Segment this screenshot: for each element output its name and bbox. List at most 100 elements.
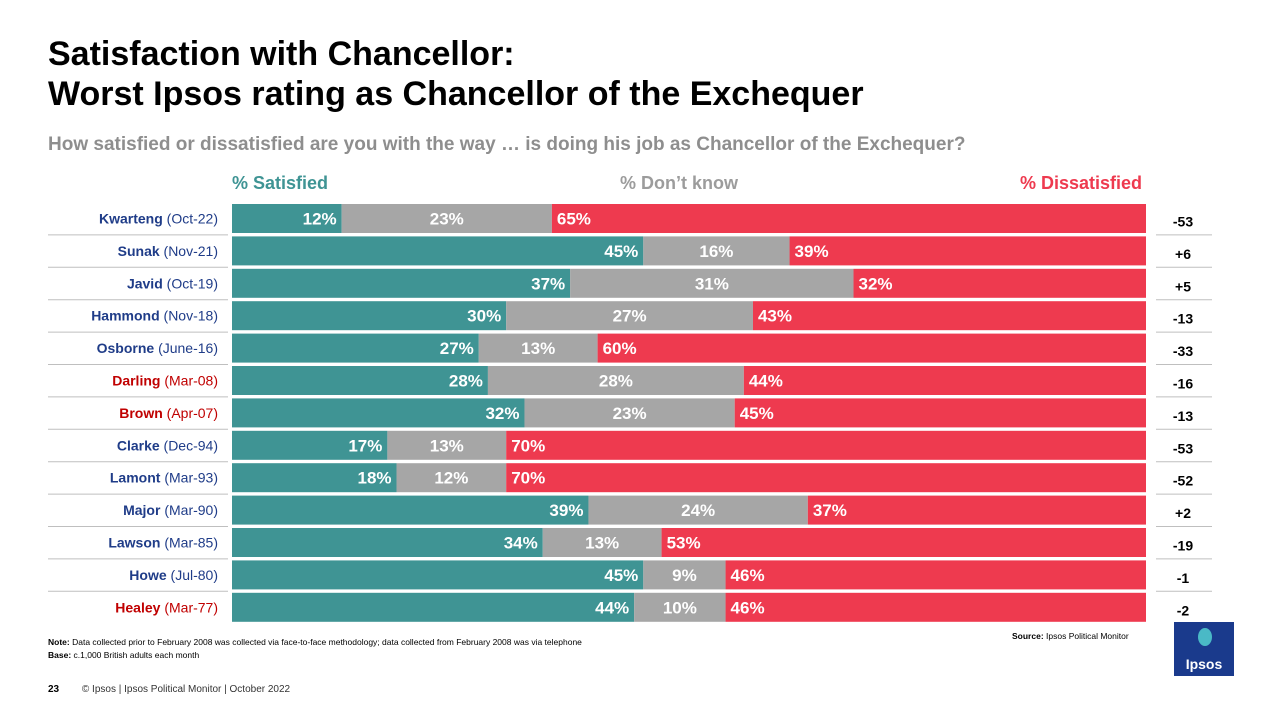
bar-dissatisfied-8 [506, 430, 1146, 460]
net-score-4: -13 [1173, 311, 1193, 327]
bar-dissatisfied-7 [734, 398, 1146, 428]
net-score-3: +5 [1175, 278, 1191, 294]
page-number: 23 [48, 684, 60, 695]
data-label-satisfied-8: 17% [348, 436, 382, 455]
bar-satisfied-4 [232, 301, 507, 331]
bar-dont-know-3 [570, 268, 854, 298]
data-label-dont-know-1: 23% [430, 210, 464, 229]
net-score-5: -33 [1173, 343, 1193, 359]
note-text: Data collected prior to February 2008 wa… [69, 637, 582, 647]
bar-dissatisfied-9 [506, 463, 1146, 493]
bar-dissatisfied-13 [725, 592, 1146, 622]
bar-dissatisfied-11 [661, 528, 1146, 557]
base-text: c.1,000 British adults each month [71, 650, 200, 660]
data-label-satisfied-1: 12% [303, 210, 337, 229]
source-label: Source: [1012, 631, 1044, 641]
category-label-8: Clarke (Dec-94) [117, 437, 218, 453]
legend-dont-know: % Don’t know [620, 173, 738, 193]
data-label-dont-know-9: 12% [434, 469, 468, 488]
bar-satisfied-10 [232, 495, 589, 525]
bar-dont-know-11 [542, 528, 662, 557]
net-score-11: -19 [1173, 538, 1193, 554]
bar-dissatisfied-2 [789, 236, 1146, 266]
data-label-dissatisfied-7: 45% [740, 404, 774, 423]
data-label-dissatisfied-6: 44% [749, 372, 783, 391]
bar-dont-know-1 [341, 204, 552, 233]
category-label-9: Lamont (Mar-93) [110, 470, 218, 486]
data-label-dont-know-2: 16% [699, 242, 733, 261]
bar-satisfied-13 [232, 592, 635, 622]
bar-satisfied-11 [232, 528, 543, 557]
chart-title-line2: Worst Ipsos rating as Chancellor of the … [48, 75, 864, 113]
data-label-dont-know-3: 31% [695, 274, 729, 293]
category-label-12: Howe (Jul-80) [129, 567, 218, 583]
data-label-satisfied-11: 34% [504, 534, 538, 553]
net-score-7: -13 [1173, 408, 1193, 424]
data-label-dont-know-10: 24% [681, 501, 715, 520]
bar-dont-know-8 [387, 430, 507, 460]
bar-dont-know-12 [643, 560, 726, 590]
bar-dont-know-6 [487, 366, 744, 395]
category-label-13: Healey (Mar-77) [115, 599, 218, 615]
data-label-satisfied-9: 18% [357, 469, 391, 488]
net-score-2: +6 [1175, 246, 1191, 262]
data-label-dont-know-5: 13% [521, 339, 555, 358]
chart-subtitle: How satisfied or dissatisfied are you wi… [48, 134, 966, 155]
bar-satisfied-3 [232, 268, 571, 298]
net-score-6: -16 [1173, 376, 1193, 392]
data-label-satisfied-12: 45% [604, 566, 638, 585]
source-text: Ipsos Political Monitor [1043, 631, 1129, 641]
category-label-10: Major (Mar-90) [123, 502, 218, 518]
base-label: Base: [48, 650, 72, 660]
bar-dont-know-5 [478, 333, 598, 363]
data-label-satisfied-5: 27% [440, 339, 474, 358]
category-label-6: Darling (Mar-08) [112, 373, 218, 389]
net-score-1: -53 [1173, 214, 1193, 230]
bar-dont-know-2 [643, 236, 790, 266]
note-line: Note: Data collected prior to February 2… [48, 636, 582, 649]
data-label-satisfied-3: 37% [531, 274, 565, 293]
base-line: Base: c.1,000 British adults each month [48, 649, 582, 662]
data-label-dissatisfied-1: 65% [557, 210, 591, 229]
legend-satisfied: % Satisfied [232, 173, 329, 193]
data-label-dissatisfied-10: 37% [813, 501, 847, 520]
footnotes: Note: Data collected prior to February 2… [48, 636, 582, 662]
data-label-dissatisfied-9: 70% [511, 469, 545, 488]
bar-dissatisfied-10 [807, 495, 1146, 525]
data-label-satisfied-6: 28% [449, 372, 483, 391]
data-label-dont-know-7: 23% [613, 404, 647, 423]
data-label-dont-know-8: 13% [430, 436, 464, 455]
data-label-dissatisfied-4: 43% [758, 307, 792, 326]
data-label-dissatisfied-5: 60% [603, 339, 637, 358]
bar-dont-know-10 [588, 495, 808, 525]
logo-head-icon [1198, 628, 1212, 646]
category-label-4: Hammond (Nov-18) [91, 308, 218, 324]
data-label-dissatisfied-13: 46% [731, 598, 765, 617]
bar-dont-know-13 [634, 592, 726, 622]
bar-dissatisfied-6 [743, 366, 1146, 395]
legend-dissatisfied: % Dissatisfied [1020, 173, 1143, 193]
footer: 23 © Ipsos | Ipsos Political Monitor | O… [48, 684, 290, 695]
bar-dissatisfied-5 [597, 333, 1146, 363]
bar-dont-know-9 [396, 463, 507, 493]
note-label: Note: [48, 637, 70, 647]
bar-satisfied-2 [232, 236, 644, 266]
category-label-1: Kwarteng (Oct-22) [99, 211, 218, 227]
data-label-dissatisfied-3: 32% [859, 274, 893, 293]
data-label-satisfied-7: 32% [485, 404, 519, 423]
data-label-dont-know-6: 28% [599, 372, 633, 391]
footer-text: © Ipsos | Ipsos Political Monitor | Octo… [81, 684, 291, 695]
category-label-2: Sunak (Nov-21) [118, 243, 218, 259]
category-label-5: Osborne (June-16) [97, 340, 218, 356]
bar-dissatisfied-4 [752, 301, 1146, 331]
bar-satisfied-8 [232, 430, 388, 460]
chart-title: Satisfaction with Chancellor: Worst Ipso… [48, 34, 864, 114]
net-score-9: -52 [1173, 473, 1193, 489]
data-label-dont-know-4: 27% [613, 307, 647, 326]
net-score-10: +2 [1175, 505, 1191, 521]
net-score-13: -2 [1177, 602, 1190, 618]
category-label-11: Lawson (Mar-85) [108, 535, 218, 551]
ipsos-logo: Ipsos [1174, 622, 1234, 676]
data-label-satisfied-4: 30% [467, 307, 501, 326]
